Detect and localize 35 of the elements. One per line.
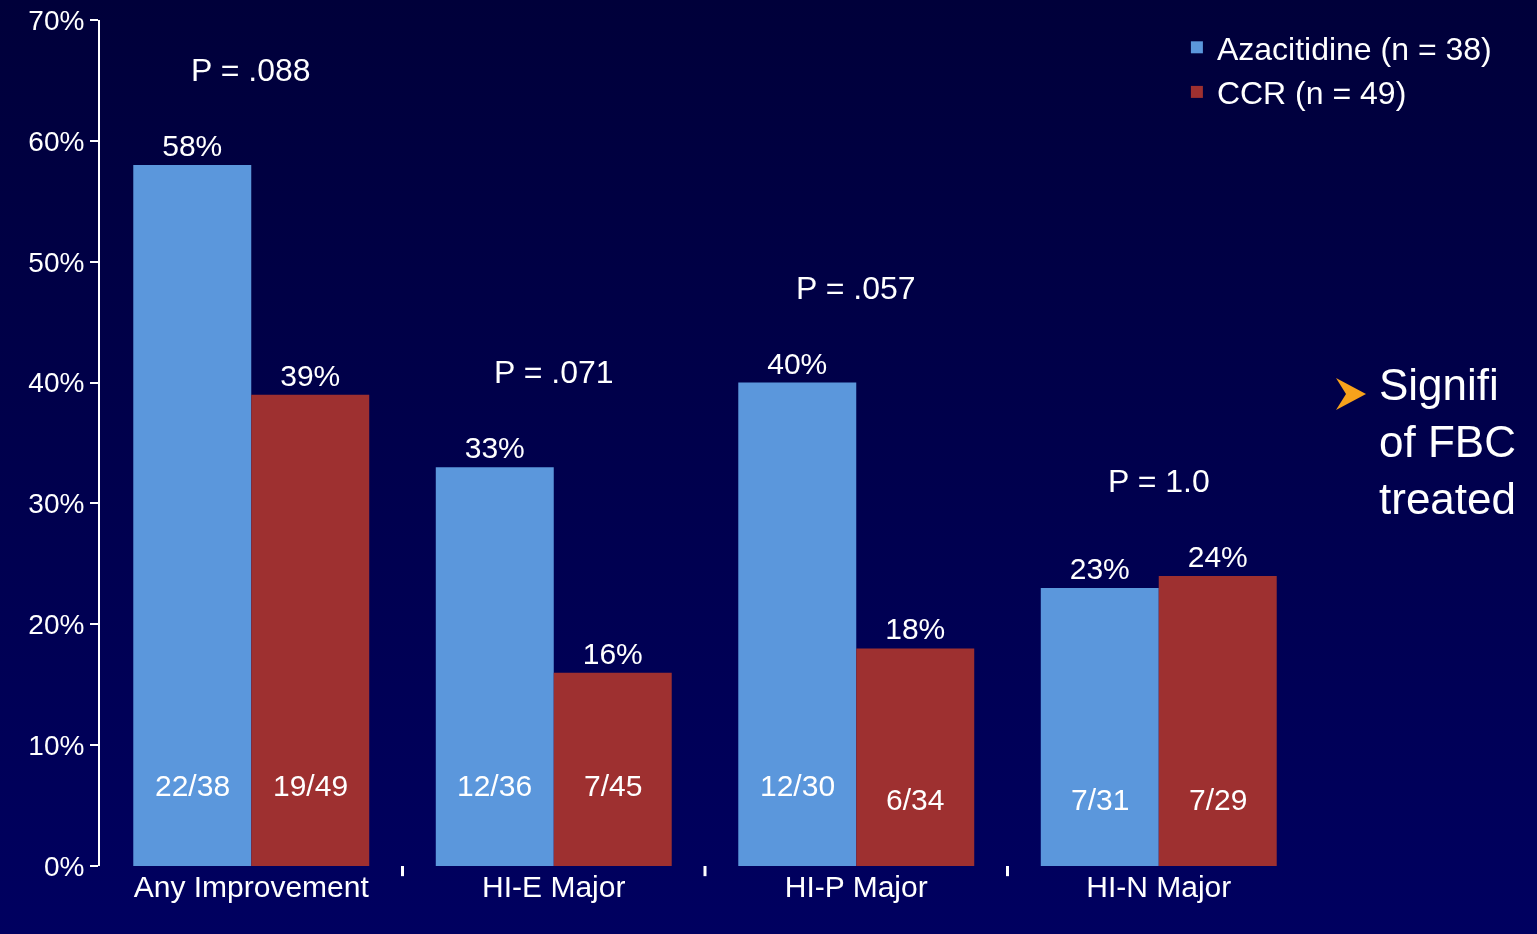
legend-label: Azacitidine (n = 38) (1216, 30, 1492, 67)
data-label: 16% (582, 636, 643, 670)
annotation: 12/36 (457, 769, 533, 802)
y-tick-label: 40% (28, 367, 85, 399)
x-tick-label: Any Improvement (133, 870, 370, 903)
data-label: 33% (464, 431, 525, 465)
data-label: 39% (280, 358, 341, 392)
annotation: 12/30 (760, 769, 836, 802)
x-tick-label: HI-E Major (482, 870, 626, 903)
y-tick-label: 20% (28, 609, 85, 641)
annotation: 19/49 (273, 769, 349, 802)
x-tick-label: HI-N Major (1086, 870, 1232, 903)
annotation: 7/31 (1071, 783, 1130, 816)
y-tick-label: 0% (43, 850, 85, 882)
y-tick-label: 10% (28, 729, 85, 761)
legend-label: CCR (n = 49) (1216, 75, 1407, 112)
annotation: P = 1.0 (1108, 463, 1210, 499)
annotation: 22/38 (155, 769, 231, 802)
annotation: P = .057 (796, 270, 916, 306)
y-tick-label: 60% (28, 125, 85, 157)
annotation: 6/34 (886, 783, 945, 816)
annotation: P = .088 (191, 52, 311, 88)
annotation: 7/45 (584, 769, 643, 802)
annotation: P = .071 (494, 354, 614, 390)
y-tick-label: 70% (28, 4, 85, 36)
data-label: 23% (1069, 552, 1130, 586)
annotation: 7/29 (1189, 783, 1248, 816)
text: Signifi of FBC treated (1379, 360, 1516, 524)
data-label: 58% (162, 129, 223, 163)
data-label: 18% (885, 612, 946, 646)
y-tick-label: 30% (28, 488, 85, 520)
data-label: 40% (767, 346, 828, 380)
data-label: 24% (1187, 539, 1248, 573)
x-tick-label: HI-P Major (784, 870, 928, 903)
y-tick-label: 50% (28, 246, 85, 278)
